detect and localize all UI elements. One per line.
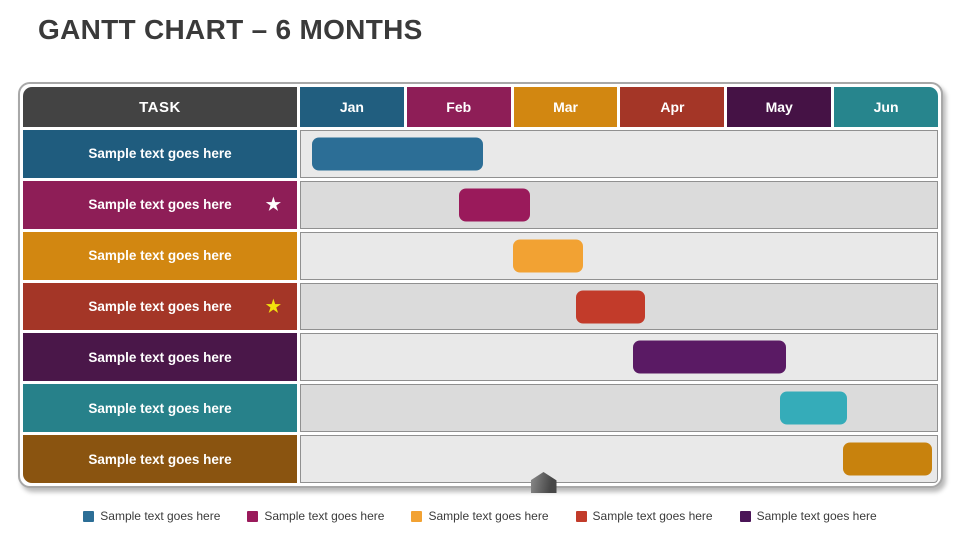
timeline-cell (300, 384, 938, 433)
task-label-text: Sample text goes here (88, 146, 232, 162)
gantt-bar[interactable] (311, 137, 484, 171)
task-row: Sample text goes here (23, 333, 938, 382)
legend: Sample text goes here Sample text goes he… (0, 509, 960, 523)
star-icon: ★ (265, 297, 281, 316)
task-label[interactable]: Sample text goes here (23, 130, 297, 178)
legend-item: Sample text goes here (739, 509, 877, 523)
legend-label: Sample text goes here (428, 509, 549, 523)
header-row: TASK Jan Feb Mar Apr May Jun (23, 87, 938, 127)
legend-label: Sample text goes here (592, 509, 713, 523)
task-label-text: Sample text goes here (88, 299, 232, 314)
gantt-bar[interactable] (780, 391, 847, 425)
task-label[interactable]: Sample text goes here ★ (23, 180, 297, 229)
task-label[interactable]: Sample text goes here (23, 384, 297, 433)
month-header-jan: Jan (300, 87, 404, 127)
legend-label: Sample text goes here (100, 509, 221, 523)
gantt-bar[interactable] (458, 188, 530, 222)
task-row: Sample text goes here (23, 231, 938, 280)
gantt-chart-frame: TASK Jan Feb Mar Apr May Jun Sample text goes… (18, 82, 943, 493)
timeline-cell (300, 231, 938, 280)
month-header-jun: Jun (834, 87, 938, 127)
task-label-text: Sample text goes here (88, 197, 232, 213)
task-row: Sample text goes here ★ (23, 282, 938, 331)
task-label[interactable]: Sample text goes here ★ (23, 282, 297, 331)
page-title: GANTT CHART – 6 MONTHS (38, 14, 423, 45)
task-label[interactable]: Sample text goes here (23, 435, 297, 484)
task-label[interactable]: Sample text goes here (23, 333, 297, 382)
legend-swatch-icon (411, 510, 423, 522)
timeline-cell (300, 180, 938, 229)
legend-label: Sample text goes here (264, 509, 385, 523)
task-label-text: Sample text goes here (88, 248, 232, 264)
task-rows: Sample text goes here Sample text goes he… (23, 130, 938, 484)
gantt-bar[interactable] (632, 340, 787, 374)
month-headers: Jan Feb Mar Apr May Jun (300, 87, 938, 127)
month-header-mar: Mar (513, 87, 618, 127)
month-header-apr: Apr (620, 87, 725, 127)
task-label[interactable]: Sample text goes here (23, 231, 297, 280)
legend-swatch-icon (83, 510, 95, 522)
legend-swatch-icon (575, 510, 587, 522)
task-label-text: Sample text goes here (88, 451, 232, 467)
task-column-header: TASK (23, 87, 297, 127)
month-header-may: May (727, 87, 832, 127)
timeline-cell (300, 282, 938, 331)
timeline-marker-icon[interactable] (530, 472, 557, 493)
gantt-bar[interactable] (842, 442, 932, 476)
gantt-bar[interactable] (575, 290, 646, 323)
legend-swatch-icon (739, 510, 751, 522)
timeline-cell (300, 333, 938, 382)
timeline-cell (300, 130, 938, 178)
legend-item: Sample text goes here (575, 509, 713, 523)
star-icon: ★ (265, 195, 281, 215)
task-row: Sample text goes here ★ (23, 180, 938, 229)
task-label-text: Sample text goes here (88, 400, 232, 416)
legend-label: Sample text goes here (756, 509, 877, 523)
legend-swatch-icon (247, 510, 259, 522)
month-header-feb: Feb (406, 87, 511, 127)
task-label-text: Sample text goes here (88, 349, 232, 365)
task-row: Sample text goes here (23, 384, 938, 433)
legend-item: Sample text goes here (247, 509, 384, 523)
legend-item: Sample text goes here (83, 509, 220, 523)
legend-item: Sample text goes here (411, 509, 549, 523)
task-row: Sample text goes here (23, 130, 938, 178)
gantt-bar[interactable] (513, 239, 583, 273)
task-row: Sample text goes here (23, 435, 938, 484)
timeline-cell (300, 435, 938, 484)
